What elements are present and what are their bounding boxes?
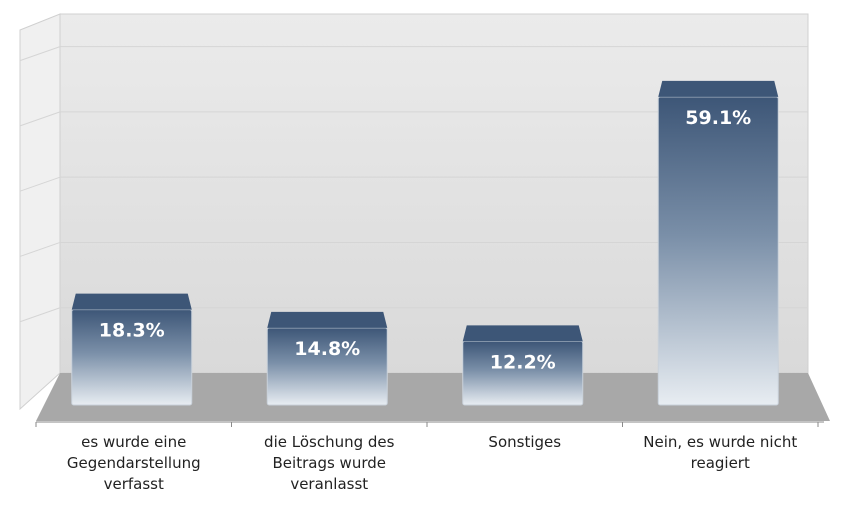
category-label: Nein, es wurde nicht reagiert xyxy=(643,433,798,472)
gridline xyxy=(19,111,61,127)
bar-top-face xyxy=(462,325,583,342)
category-label: es wurde eine Gegendarstellung verfasst xyxy=(66,433,201,493)
bar-top-face xyxy=(71,293,192,310)
bar-value-label: 12.2% xyxy=(490,351,556,373)
gridline xyxy=(19,307,61,323)
bar-value-label: 59.1% xyxy=(685,107,751,129)
bar-top-face xyxy=(658,80,779,97)
floor xyxy=(36,373,830,421)
category-axis xyxy=(35,421,824,427)
side-wall xyxy=(19,13,61,411)
bar-group: 18.3% xyxy=(71,293,193,406)
bar-value-label: 14.8% xyxy=(294,338,360,360)
bar xyxy=(657,96,779,406)
gridline xyxy=(19,46,61,62)
bar-group: 12.2% xyxy=(462,325,584,406)
gridline xyxy=(19,176,61,192)
bar-value-label: 18.3% xyxy=(99,320,165,342)
gridline xyxy=(19,241,61,257)
bar-top-face xyxy=(267,311,388,328)
bars: 18.3% 14.8% 12.2% 59.1% xyxy=(71,80,779,406)
bar-group: 14.8% xyxy=(266,311,388,406)
category-label: Sonstiges xyxy=(488,433,562,451)
category-label: die Löschung des Beitrags wurde veranlas… xyxy=(264,433,395,493)
bar-group: 59.1% xyxy=(657,80,779,406)
